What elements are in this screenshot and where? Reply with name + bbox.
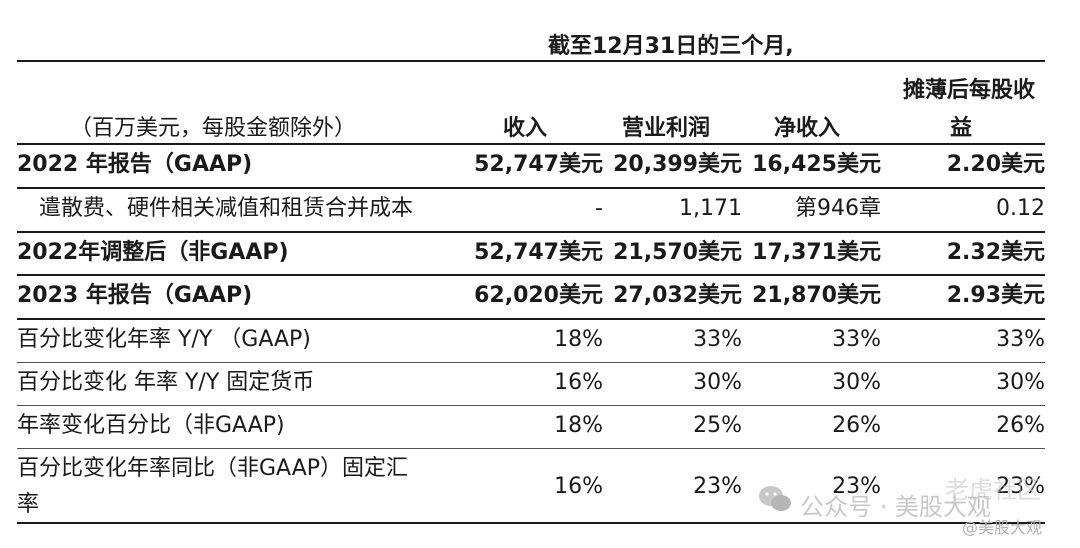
row-label: 2022年调整后（非GAAP) — [17, 240, 289, 265]
operating-income-cell: 33% — [693, 327, 742, 352]
operating-income-cell: 20,399美元 — [613, 152, 742, 177]
revenue-header: 收入 — [503, 116, 548, 141]
net-income-cell: 17,371美元 — [752, 240, 881, 265]
net-income-cell: 23% — [832, 474, 881, 499]
eps-header-line1: 摊薄后每股收 — [902, 78, 1035, 103]
eps-cell: 0.12 — [996, 196, 1045, 221]
table-rule-bottom — [17, 522, 1045, 524]
table-row: 年率变化百分比（非GAAP) 18% 25% 26% 26% — [17, 406, 1045, 446]
operating-income-cell: 25% — [693, 413, 742, 438]
net-income-cell: 16,425美元 — [752, 152, 881, 177]
table-row: 遣散费、硬件相关减值和租赁合并成本 - 1,171 第946章 0.12 — [17, 189, 1045, 229]
eps-header-line2: 益 — [950, 116, 973, 141]
handle-watermark: @美股大观 — [962, 518, 1043, 537]
net-income-cell: 第946章 — [795, 196, 881, 221]
table-row: 2022年调整后（非GAAP) 52,747美元 21,570美元 17,371… — [17, 233, 1045, 273]
revenue-cell: 52,747美元 — [474, 240, 603, 265]
eps-cell: 33% — [996, 327, 1045, 352]
operating-income-cell: 30% — [693, 370, 742, 395]
revenue-cell: 52,747美元 — [474, 152, 603, 177]
revenue-cell: 16% — [554, 370, 603, 395]
row-label: 遣散费、硬件相关减值和租赁合并成本 — [39, 196, 414, 221]
period-header: 截至12月31日的三个月, — [548, 34, 794, 59]
operating-income-header: 营业利润 — [622, 116, 711, 141]
revenue-cell: 62,020美元 — [474, 283, 603, 308]
revenue-cell: 18% — [554, 413, 603, 438]
row-divider — [17, 362, 1045, 363]
row-divider — [17, 448, 1045, 449]
row-divider — [17, 318, 1045, 320]
eps-cell: 2.20美元 — [946, 152, 1045, 177]
row-label-line2: 率 — [17, 492, 40, 517]
row-label: 百分比变化年率 Y/Y （GAAP) — [17, 327, 311, 352]
operating-income-cell: 1,171 — [679, 196, 742, 221]
eps-cell: 23% — [996, 474, 1045, 499]
brand-watermark: 老虎社区 — [945, 476, 1041, 504]
revenue-cell: 16% — [554, 474, 603, 499]
eps-cell: 2.32美元 — [946, 240, 1045, 265]
eps-cell: 2.93美元 — [946, 283, 1045, 308]
table-row: 2023 年报告（GAAP) 62,020美元 27,032美元 21,870美… — [17, 276, 1045, 316]
header-rule-top — [17, 60, 1045, 62]
row-label: 年率变化百分比（非GAAP) — [17, 413, 285, 438]
operating-income-cell: 21,570美元 — [613, 240, 742, 265]
net-income-cell: 26% — [832, 413, 881, 438]
table-row: 百分比变化 年率 Y/Y 固定货币 16% 30% 30% 30% — [17, 363, 1045, 403]
operating-income-cell: 27,032美元 — [613, 283, 742, 308]
row-divider — [17, 274, 1045, 276]
eps-cell: 30% — [996, 370, 1045, 395]
net-income-cell: 30% — [832, 370, 881, 395]
row-label: 2023 年报告（GAAP) — [17, 283, 253, 308]
header-rule-bottom — [17, 143, 1045, 145]
operating-income-cell: 23% — [693, 474, 742, 499]
net-income-header: 净收入 — [774, 116, 841, 141]
revenue-cell: 18% — [554, 327, 603, 352]
table-row: 百分比变化年率 Y/Y （GAAP) 18% 33% 33% 33% — [17, 320, 1045, 360]
revenue-cell: - — [595, 196, 603, 221]
row-label: 百分比变化 年率 Y/Y 固定货币 — [17, 370, 315, 395]
net-income-cell: 33% — [832, 327, 881, 352]
row-divider — [17, 231, 1045, 233]
wechat-watermark: 公众号 · 美股大观 — [800, 493, 991, 521]
row-label-line1: 百分比变化年率同比（非GAAP）固定汇 — [17, 456, 409, 481]
eps-cell: 26% — [996, 413, 1045, 438]
row-divider — [17, 187, 1045, 189]
table-row: 百分比变化年率同比（非GAAP）固定汇 率 16% 23% 23% 23% — [17, 449, 1045, 521]
row-divider — [17, 405, 1045, 406]
table-row: 2022 年报告（GAAP) 52,747美元 20,399美元 16,425美… — [17, 145, 1045, 185]
row-label: 2022 年报告（GAAP) — [17, 152, 253, 177]
wechat-icon — [757, 484, 793, 522]
net-income-cell: 21,870美元 — [752, 283, 881, 308]
unit-note: （百万美元，每股金额除外） — [70, 116, 357, 141]
